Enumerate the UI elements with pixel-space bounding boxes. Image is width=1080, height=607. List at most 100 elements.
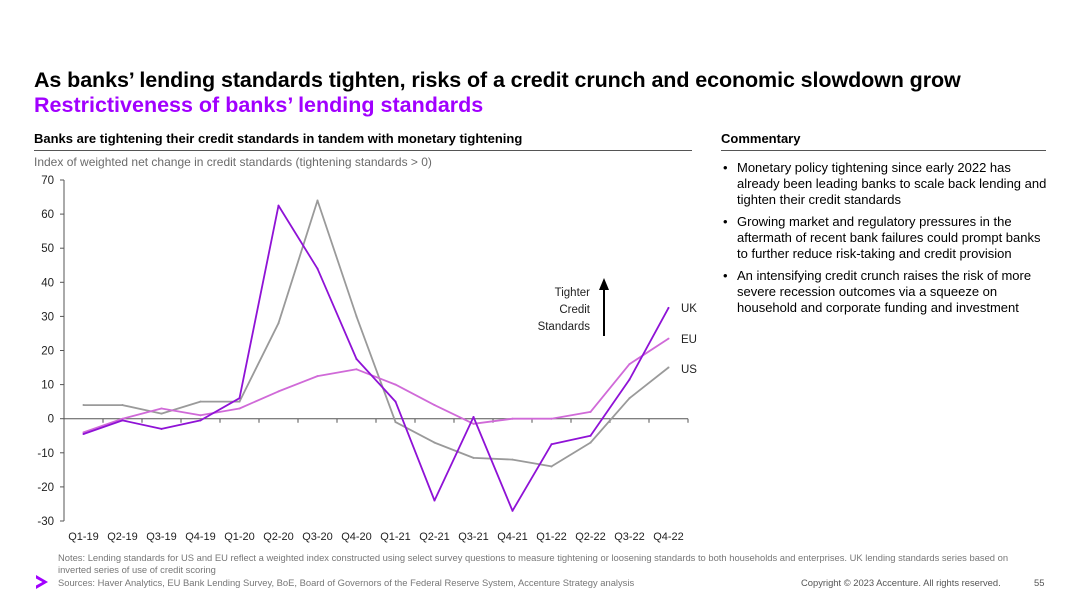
data-point-us xyxy=(511,458,514,461)
data-point-uk xyxy=(121,419,124,422)
data-point-us xyxy=(82,404,85,407)
y-tick-label: 0 xyxy=(48,414,54,426)
annotation-text: Credit xyxy=(559,304,590,316)
data-point-uk xyxy=(550,443,553,446)
x-tick-label: Q1-20 xyxy=(224,531,255,543)
chart-y-axis-description: Index of weighted net change in credit s… xyxy=(34,155,432,169)
x-tick-label: Q2-19 xyxy=(107,531,138,543)
data-point-eu xyxy=(160,407,163,410)
data-point-uk xyxy=(589,434,592,437)
x-tick-label: Q3-22 xyxy=(614,531,645,543)
y-tick-label: 30 xyxy=(41,311,54,323)
data-point-us xyxy=(667,366,670,369)
data-point-uk xyxy=(628,378,631,381)
data-point-uk xyxy=(82,433,85,436)
data-point-us xyxy=(199,400,202,403)
x-tick-label: Q4-22 xyxy=(653,531,684,543)
data-point-eu xyxy=(472,422,475,425)
x-tick-label: Q1-19 xyxy=(68,531,99,543)
series-line-eu xyxy=(83,337,669,434)
data-point-eu xyxy=(394,383,397,386)
commentary-bullet: An intensifying credit crunch raises the… xyxy=(721,268,1047,316)
x-tick-label: Q3-21 xyxy=(458,531,489,543)
y-tick-label: -30 xyxy=(37,516,54,528)
data-point-us xyxy=(628,397,631,400)
data-point-eu xyxy=(199,414,202,417)
data-point-us xyxy=(316,199,319,202)
y-tick-label: 10 xyxy=(41,380,54,392)
data-point-eu xyxy=(121,417,124,420)
commentary-list: Monetary policy tightening since early 2… xyxy=(721,160,1047,322)
y-tick-label: 70 xyxy=(41,175,54,187)
data-point-eu xyxy=(589,410,592,413)
data-point-uk xyxy=(472,415,475,418)
chart-axes: 70 60 50 40 30 20 10 0 -10 -20 -30 Q1-19 Q2-19 Q3-19 Q… xyxy=(37,175,689,543)
data-point-eu xyxy=(433,404,436,407)
data-point-uk xyxy=(277,204,280,207)
data-point-eu xyxy=(277,390,280,393)
page-title: As banks’ lending standards tighten, ris… xyxy=(34,68,961,92)
x-tick-label: Q2-21 xyxy=(419,531,450,543)
chart-heading: Banks are tightening their credit standa… xyxy=(34,131,523,146)
commentary-bullet: Growing market and regulatory pressures … xyxy=(721,214,1047,262)
data-point-eu xyxy=(628,363,631,366)
y-tick-label: 60 xyxy=(41,209,54,221)
data-point-us xyxy=(277,322,280,325)
y-tick-label: -10 xyxy=(37,448,54,460)
data-point-uk xyxy=(238,397,241,400)
chart-heading-rule xyxy=(34,150,692,151)
accenture-logo-icon xyxy=(36,575,48,589)
x-tick-label: Q3-20 xyxy=(302,531,333,543)
data-point-us xyxy=(121,404,124,407)
x-tick-label: Q2-22 xyxy=(575,531,606,543)
x-tick-label: Q2-20 xyxy=(263,531,294,543)
chart-series: UK EU US xyxy=(82,199,697,512)
x-tick-label: Q1-21 xyxy=(380,531,411,543)
series-label-eu: EU xyxy=(681,334,697,346)
data-point-uk xyxy=(355,358,358,361)
y-tick-label: 40 xyxy=(41,277,54,289)
data-point-eu xyxy=(667,337,670,340)
series-line-us xyxy=(83,199,670,468)
series-label-uk: UK xyxy=(681,303,697,315)
y-tick-label: 50 xyxy=(41,243,54,255)
series-line-uk xyxy=(83,204,670,512)
data-point-uk xyxy=(160,427,163,430)
data-point-us xyxy=(433,441,436,444)
commentary-bullet: Monetary policy tightening since early 2… xyxy=(721,160,1047,208)
commentary-heading-rule xyxy=(721,150,1046,151)
x-tick-label: Q3-19 xyxy=(146,531,177,543)
data-point-us xyxy=(472,456,475,459)
annotation-text: Standards xyxy=(538,321,591,333)
tighter-credit-annotation: Tighter Credit Standards xyxy=(538,278,609,336)
data-point-us xyxy=(238,400,241,403)
data-point-uk xyxy=(316,267,319,270)
data-point-eu xyxy=(316,375,319,378)
up-arrow-icon xyxy=(599,278,609,290)
data-point-eu xyxy=(550,417,553,420)
page-subtitle: Restrictiveness of banks’ lending standa… xyxy=(34,93,484,117)
data-point-uk xyxy=(511,509,514,512)
footnote-sources: Sources: Haver Analytics, EU Bank Lendin… xyxy=(58,577,635,588)
data-point-eu xyxy=(238,407,241,410)
data-point-eu xyxy=(355,368,358,371)
x-tick-label: Q4-21 xyxy=(497,531,528,543)
data-point-us xyxy=(394,421,397,424)
y-tick-label: 20 xyxy=(41,346,54,358)
copyright-text: Copyright © 2023 Accenture. All rights r… xyxy=(801,577,1001,588)
data-point-us xyxy=(589,441,592,444)
data-point-uk xyxy=(394,400,397,403)
data-point-uk xyxy=(433,499,436,502)
x-tick-label: Q4-20 xyxy=(341,531,372,543)
data-point-us xyxy=(550,465,553,468)
data-point-us xyxy=(160,412,163,415)
data-point-us xyxy=(355,315,358,318)
data-point-eu xyxy=(82,431,85,434)
data-point-uk xyxy=(199,419,202,422)
footnote-notes: Notes: Lending standards for US and EU r… xyxy=(58,552,1009,575)
data-point-eu xyxy=(511,417,514,420)
data-point-uk xyxy=(667,306,670,309)
commentary-heading: Commentary xyxy=(721,131,801,146)
x-tick-label: Q1-22 xyxy=(536,531,567,543)
y-tick-label: -20 xyxy=(37,482,54,494)
